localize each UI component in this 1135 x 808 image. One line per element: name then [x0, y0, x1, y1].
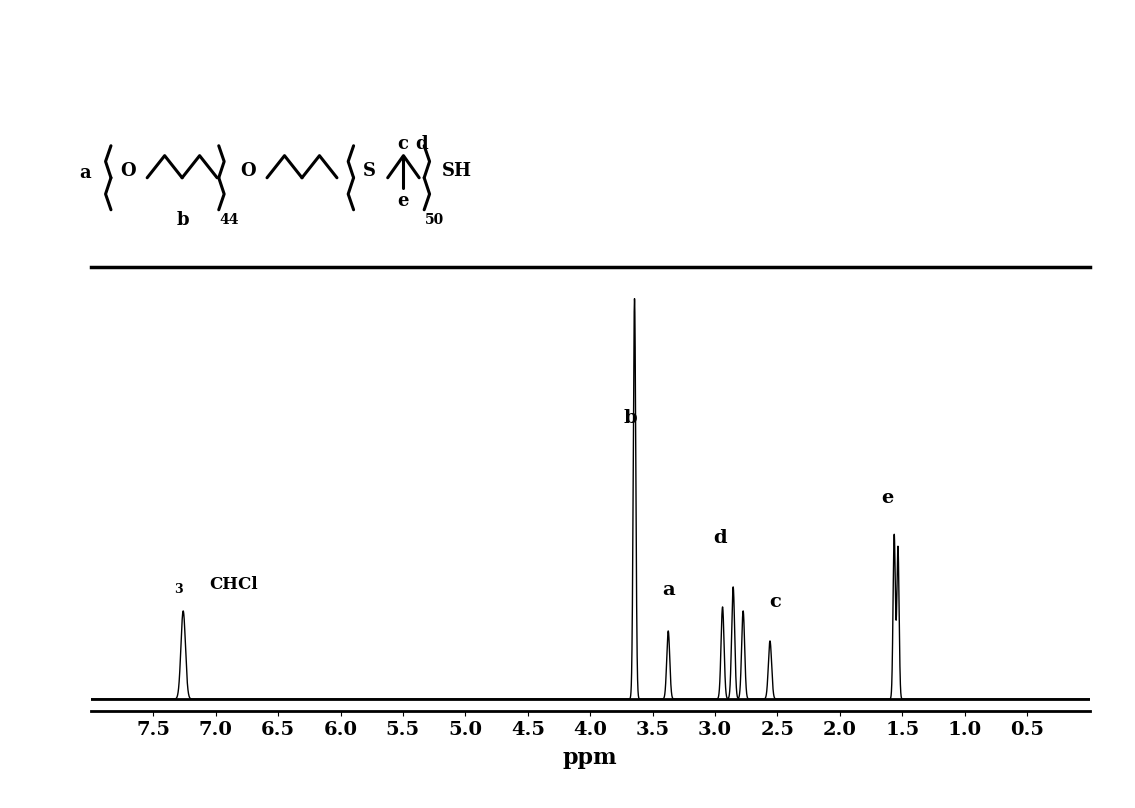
Text: d: d	[415, 135, 428, 153]
Text: O: O	[120, 162, 135, 179]
Text: d: d	[713, 529, 726, 547]
Text: 44: 44	[220, 213, 239, 227]
Text: 3: 3	[174, 583, 183, 596]
Text: SH: SH	[442, 162, 472, 179]
Text: e: e	[881, 489, 893, 507]
Text: a: a	[662, 581, 674, 599]
Text: c: c	[770, 593, 781, 611]
Text: a: a	[79, 164, 91, 182]
Text: 50: 50	[426, 213, 445, 227]
X-axis label: ppm: ppm	[563, 747, 617, 769]
Text: b: b	[624, 409, 638, 427]
Text: b: b	[176, 211, 188, 229]
Text: S: S	[362, 162, 376, 179]
Text: CHCl: CHCl	[210, 576, 258, 593]
Text: c: c	[397, 135, 409, 153]
Text: e: e	[397, 192, 410, 210]
Text: O: O	[241, 162, 255, 179]
